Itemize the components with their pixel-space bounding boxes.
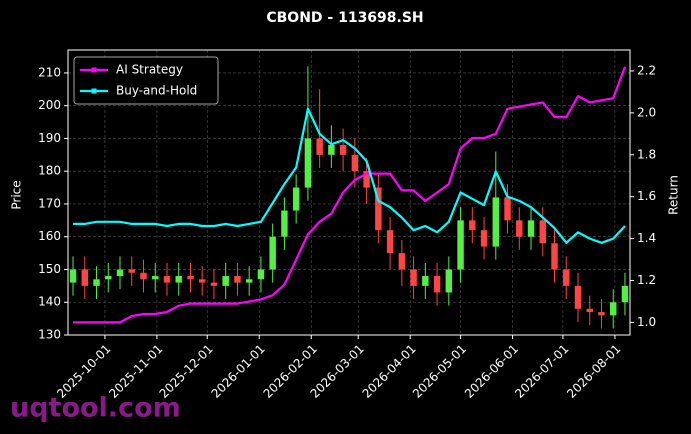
candle-body [69, 269, 77, 283]
candle-body [351, 154, 359, 172]
candle-body [198, 279, 206, 283]
candle-body [504, 197, 511, 221]
candle-body [551, 243, 558, 270]
candle-body [492, 197, 500, 247]
legend-marker [91, 67, 97, 73]
legend-marker [91, 88, 97, 94]
y2-tick-label: 1.0 [637, 315, 656, 329]
candle-body [269, 236, 276, 270]
candle-body [422, 276, 429, 286]
y-tick-label: 130 [38, 328, 61, 342]
y2-tick-label: 2.2 [637, 63, 656, 77]
y-tick-label: 160 [38, 229, 61, 243]
legend-box [73, 56, 219, 105]
y-tick-label: 150 [38, 262, 61, 276]
candle-body [398, 253, 406, 270]
candle-body [375, 187, 382, 231]
candle-body [304, 138, 312, 188]
candle-body [480, 230, 488, 247]
candle-body [128, 269, 135, 273]
y-tick-label: 210 [38, 65, 61, 79]
candle-body [187, 276, 194, 280]
candle-body [621, 285, 629, 303]
y-axis-label: Price [10, 180, 24, 209]
y-tick-label: 140 [38, 295, 61, 309]
candle-body [281, 210, 288, 237]
candle-body [574, 285, 582, 309]
candle-body [516, 220, 523, 237]
candle-body [81, 269, 88, 286]
candle-body [245, 279, 253, 283]
candle-body [140, 272, 147, 280]
candle-body [433, 276, 441, 293]
y-tick-label: 190 [38, 131, 61, 145]
candle-body [257, 269, 265, 280]
candle-body [610, 302, 617, 316]
y-tick-label: 180 [38, 164, 61, 178]
y-tick-label: 200 [38, 98, 61, 112]
candle-body [116, 269, 124, 277]
candle-body [93, 279, 100, 286]
candle-body [234, 276, 241, 283]
candle-body [328, 145, 335, 155]
candle-body [539, 220, 546, 244]
candle-body [563, 269, 570, 286]
candle-body [163, 276, 171, 283]
candle-body [316, 138, 323, 155]
candle-body [469, 220, 476, 231]
candle-body [410, 269, 417, 286]
return-line [73, 66, 627, 324]
y2-tick-label: 1.4 [637, 231, 656, 245]
candle-body [445, 269, 453, 293]
candle-body [598, 312, 605, 316]
legend-label: AI Strategy [116, 63, 183, 77]
candle-body [457, 220, 464, 270]
candle-body [222, 276, 229, 286]
candle-body [386, 230, 394, 254]
y2-axis-label: Return [667, 175, 681, 215]
legend: AI Strategy Buy-and-Hold [73, 56, 219, 105]
candle-body [152, 276, 159, 280]
watermark: uqtool.com [10, 393, 181, 424]
candle-body [105, 276, 112, 280]
y-tick-label: 170 [38, 196, 61, 210]
candle-body [292, 187, 300, 211]
candle-body [363, 171, 370, 188]
legend-label: Buy-and-Hold [116, 84, 197, 98]
y2-tick-label: 1.6 [637, 189, 656, 203]
candle-body [175, 276, 182, 283]
y2-tick-label: 2.0 [637, 105, 656, 119]
candle-body [210, 282, 218, 286]
return-line [73, 107, 626, 244]
plot-frame [67, 49, 631, 336]
y2-tick-label: 1.8 [637, 147, 656, 161]
candle-body [527, 220, 535, 237]
candle-body [339, 145, 347, 155]
candle-body [586, 308, 593, 313]
chart-title: CBOND - 113698.SH [266, 10, 423, 26]
y2-tick-label: 1.2 [637, 273, 656, 287]
